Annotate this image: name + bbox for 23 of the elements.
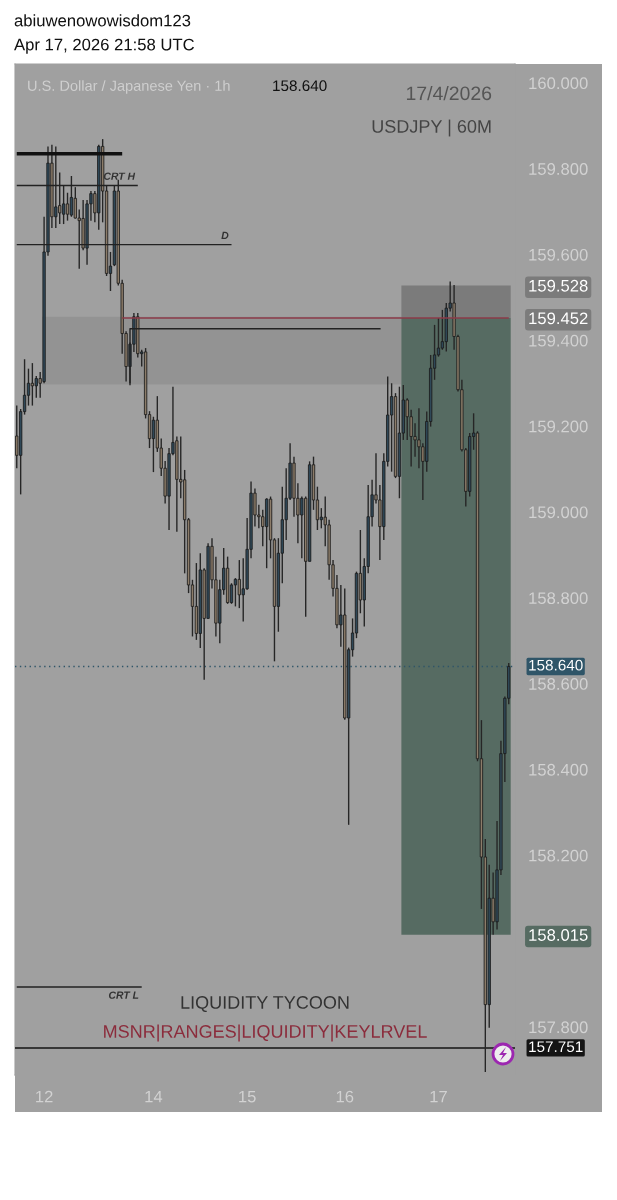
y-tick-label: 159.452 <box>529 312 588 325</box>
candlestick <box>389 382 394 473</box>
series-label: CRT L <box>108 991 139 999</box>
text: Apr 17, 2026 21:58 UTC <box>14 38 195 54</box>
candlestick <box>65 192 70 222</box>
y-tick-label: 159.528 <box>529 279 588 292</box>
candlestick <box>151 416 156 473</box>
annotation: 158.640 <box>273 80 327 92</box>
series-label: CRT H <box>103 172 136 180</box>
annotation: MSNR|RANGES|LIQUIDITY|KEYLRVEL <box>104 1024 427 1042</box>
ref-line-label: 158.640 <box>529 659 583 671</box>
annotation: LIQUIDITY TYCOON <box>181 996 349 1013</box>
annotation: USDJPY | 60M <box>372 119 491 137</box>
candlestick <box>30 362 35 407</box>
candlestick <box>15 404 19 469</box>
candlestick <box>237 559 241 609</box>
text: abiuwenowowisdom123 <box>14 14 191 27</box>
y-tick-label: 158.015 <box>529 929 588 941</box>
ref-line-label: 157.751 <box>529 1041 583 1053</box>
annotation: 17/4/2026 <box>406 85 492 101</box>
candlestick <box>300 495 304 560</box>
candlestick <box>233 577 238 608</box>
series-label: D <box>221 231 229 240</box>
